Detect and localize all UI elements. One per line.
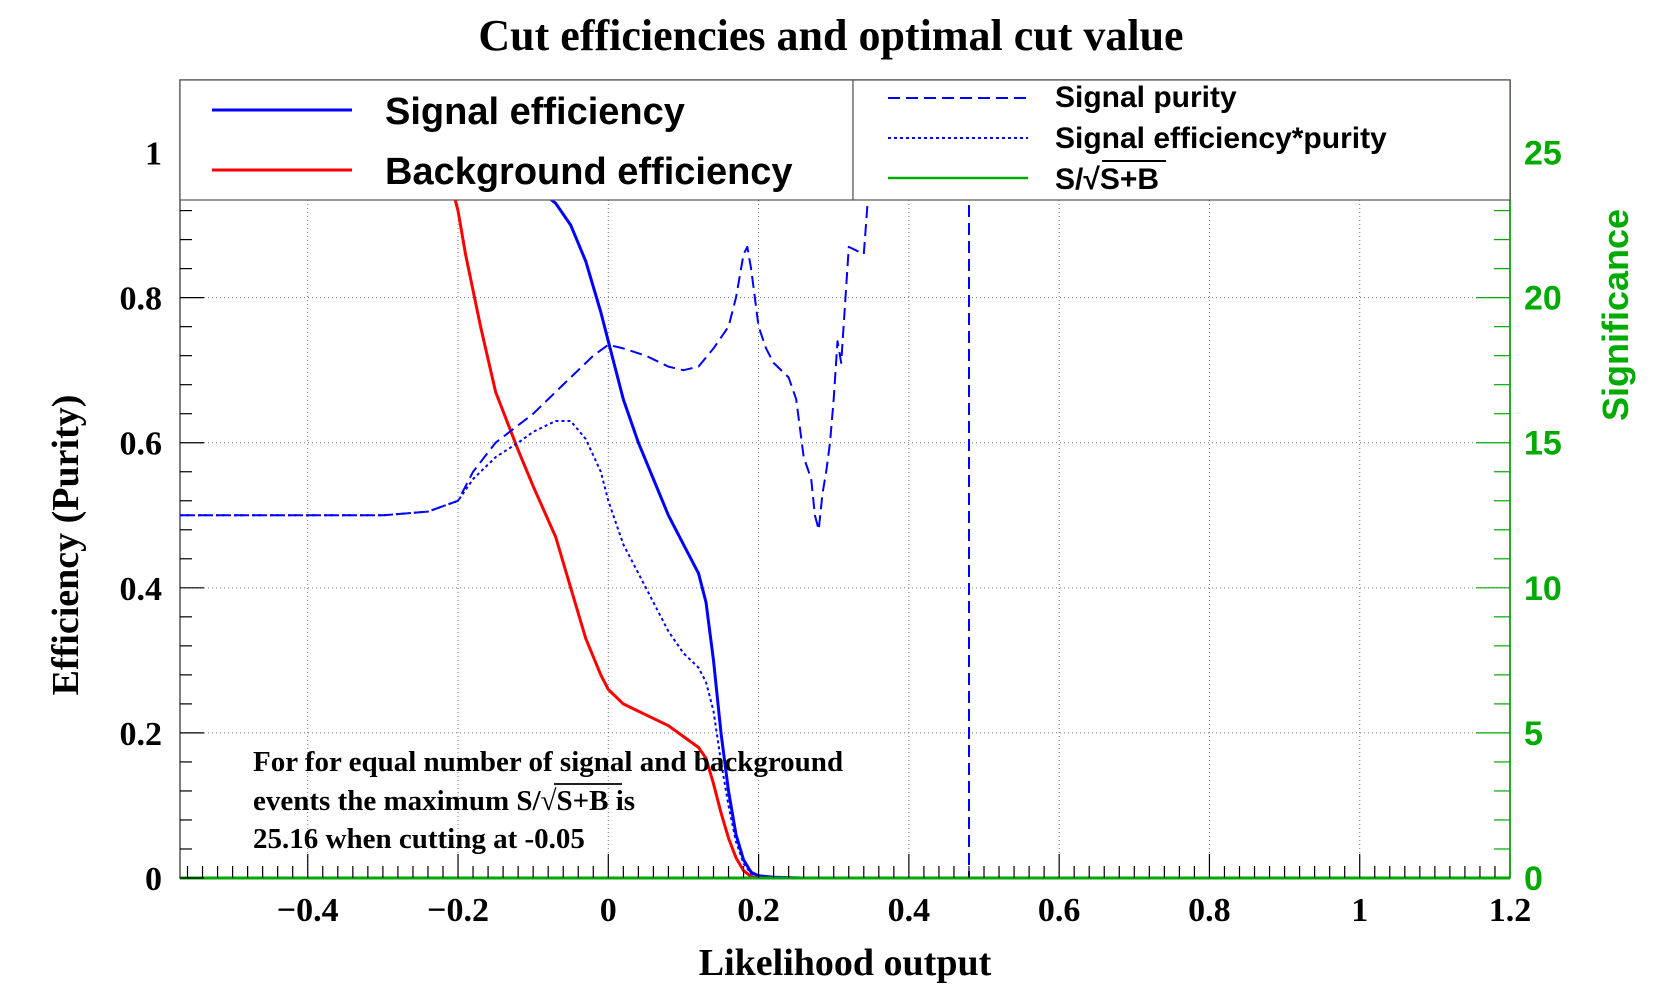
annotation-line-2-suffix: is [609, 785, 636, 817]
x-tick-label-0-6: 0.6 [1038, 892, 1081, 929]
y-tick-label-0-2: 0.2 [120, 716, 163, 753]
y2-axis-label: Significance [1595, 209, 1636, 421]
legend-label-background-efficiency: Background efficiency [385, 151, 793, 193]
series-line-signal-purity [180, 151, 970, 878]
series [180, 151, 1510, 880]
x-tick-label-0-2: −0.2 [427, 892, 489, 929]
axes: 00.20.40.60.81−0.4 −0.2 0 0.2 0.4 0.6 0.8 1 1.20… [120, 80, 1562, 929]
legend-label-signal-efficiency-purity: Signal efficiency*purity [1055, 122, 1387, 155]
y-tick-label-0-6: 0.6 [120, 426, 163, 463]
legend-significance-prefix: S/ [1055, 163, 1084, 196]
x-tick-label-0-8: 0.8 [1188, 892, 1231, 929]
x-axis-label: Likelihood output [699, 942, 992, 984]
annotation-line-2-root: S+B [557, 785, 609, 817]
legend: Signal efficiency Background efficiency … [179, 79, 1511, 201]
series-line-signal-efficiency-purity [180, 420, 774, 879]
y2-tick-label-25: 25 [1524, 135, 1562, 173]
annotation-line-3: 25.16 when cutting at -0.05 [253, 823, 585, 855]
x-tick-label-0-4: −0.4 [277, 892, 339, 929]
series-line-background-efficiency [180, 151, 759, 880]
annotation-line-2: events the maximum S/√S+B is [253, 785, 635, 817]
y2-tick-label-5: 5 [1524, 715, 1543, 753]
y-tick-label-0-8: 0.8 [120, 281, 163, 318]
legend-label-signal-efficiency: Signal efficiency [385, 91, 685, 133]
legend-box-right [852, 79, 1511, 201]
legend-significance-root: S+B [1100, 163, 1159, 196]
annotation-line-1: For for equal number of signal and backg… [253, 746, 843, 778]
y-tick-label-0: 0 [145, 861, 162, 898]
x-tick-label-0: 0 [600, 892, 617, 929]
x-tick-label-1-2: 1.2 [1489, 892, 1532, 929]
y2-tick-label-10: 10 [1524, 570, 1562, 608]
legend-box-left [179, 79, 854, 201]
x-tick-label-0-4: 0.4 [888, 892, 931, 929]
y-tick-label-0-4: 0.4 [120, 571, 163, 608]
chart-title: Cut efficiencies and optimal cut value [478, 11, 1183, 60]
legend-label-significance: S/√S+B [1055, 163, 1159, 196]
x-tick-label-0-2: 0.2 [737, 892, 780, 929]
y-tick-label-1: 1 [145, 136, 162, 173]
y2-tick-label-0: 0 [1524, 860, 1543, 898]
annotation: For for equal number of signal and backg… [253, 746, 843, 855]
annotation-line-2-prefix: events the maximum S/ [253, 785, 542, 817]
y2-tick-label-20: 20 [1524, 280, 1562, 318]
y2-tick-label-15: 15 [1524, 425, 1562, 463]
sqrt-sign: √ [1083, 163, 1100, 196]
annotation-sqrt-sign: √ [541, 785, 557, 817]
y-axis-label: Efficiency (Purity) [45, 395, 87, 696]
x-tick-label-1: 1 [1351, 892, 1368, 929]
legend-label-signal-purity: Signal purity [1055, 81, 1237, 114]
